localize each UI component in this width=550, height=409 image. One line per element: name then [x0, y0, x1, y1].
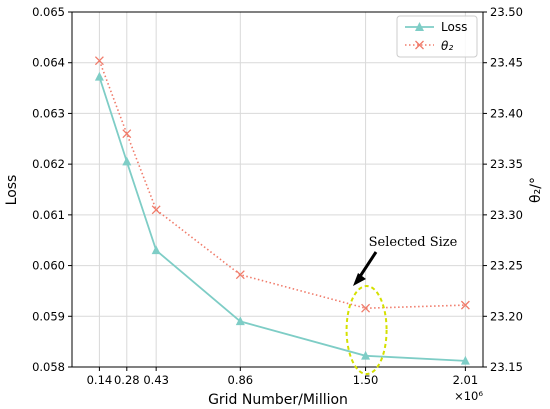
y-left-tick-label: 0.061: [32, 208, 65, 222]
y-left-tick-label: 0.065: [32, 5, 65, 19]
data-point-loss: [235, 316, 245, 326]
annotation-text: Selected Size: [369, 235, 458, 250]
data-point-theta: [122, 129, 132, 139]
y-left-tick-label: 0.059: [32, 309, 65, 323]
legend: Loss θ₂: [396, 15, 478, 58]
x-tick-label: 2.01: [453, 373, 479, 387]
legend-marker-loss: [415, 22, 424, 31]
x-tick-label: 0.86: [228, 373, 254, 387]
data-point-loss: [361, 350, 371, 360]
grid-lines: [72, 12, 483, 367]
y-left-tick-label: 0.063: [32, 106, 65, 120]
data-point-loss: [151, 245, 161, 255]
series-line-theta: [98, 60, 466, 310]
data-point-loss: [94, 71, 104, 81]
y-axis-label-left: Loss: [4, 175, 20, 206]
data-point-loss: [460, 355, 470, 365]
selected-size-highlight: [345, 285, 388, 375]
data-point-theta: [460, 300, 470, 310]
data-point-loss: [122, 156, 132, 166]
series-line-loss: [98, 76, 466, 362]
y-right-tick-label: 23.25: [490, 259, 523, 273]
x-axis-multiplier: ×10⁶: [454, 389, 483, 403]
legend-label-theta: θ₂: [441, 39, 453, 53]
y-right-tick-label: 23.40: [490, 106, 523, 120]
plot-frame: [71, 11, 484, 368]
legend-label-loss: Loss: [441, 20, 467, 34]
y-left-tick-label: 0.060: [32, 259, 65, 273]
x-tick-label: 1.50: [353, 373, 379, 387]
data-point-theta: [151, 205, 161, 215]
data-point-theta: [235, 270, 245, 280]
y-left-tick-label: 0.062: [32, 157, 65, 171]
annotation-arrowhead: [353, 273, 366, 286]
y-left-tick-label: 0.064: [32, 56, 65, 70]
legend-marker-theta: [415, 40, 424, 50]
series-layer: [94, 56, 470, 365]
y-right-tick-label: 23.50: [490, 5, 523, 19]
data-point-theta: [361, 303, 371, 313]
y-right-tick-label: 23.20: [490, 309, 523, 323]
y-right-tick-label: 23.45: [490, 56, 523, 70]
data-point-theta: [94, 56, 104, 66]
x-axis-label: Grid Number/Million: [208, 392, 348, 408]
y-right-tick-label: 23.15: [490, 360, 523, 374]
x-tick-label: 0.14: [87, 373, 113, 387]
y-right-tick-label: 23.30: [490, 208, 523, 222]
y-left-tick-label: 0.058: [32, 360, 65, 374]
x-tick-label: 0.28: [114, 373, 140, 387]
annotation-arrow: [357, 251, 378, 279]
y-right-tick-label: 23.35: [490, 157, 523, 171]
annotation: Selected Size: [345, 235, 458, 375]
ticks-layer: 0.14 0.28 0.43 0.86 1.50 2.01 0.058 0.059 0.060 0…: [32, 5, 523, 387]
y-axis-label-right: θ₂/°: [528, 177, 544, 203]
x-tick-label: 0.43: [143, 373, 169, 387]
